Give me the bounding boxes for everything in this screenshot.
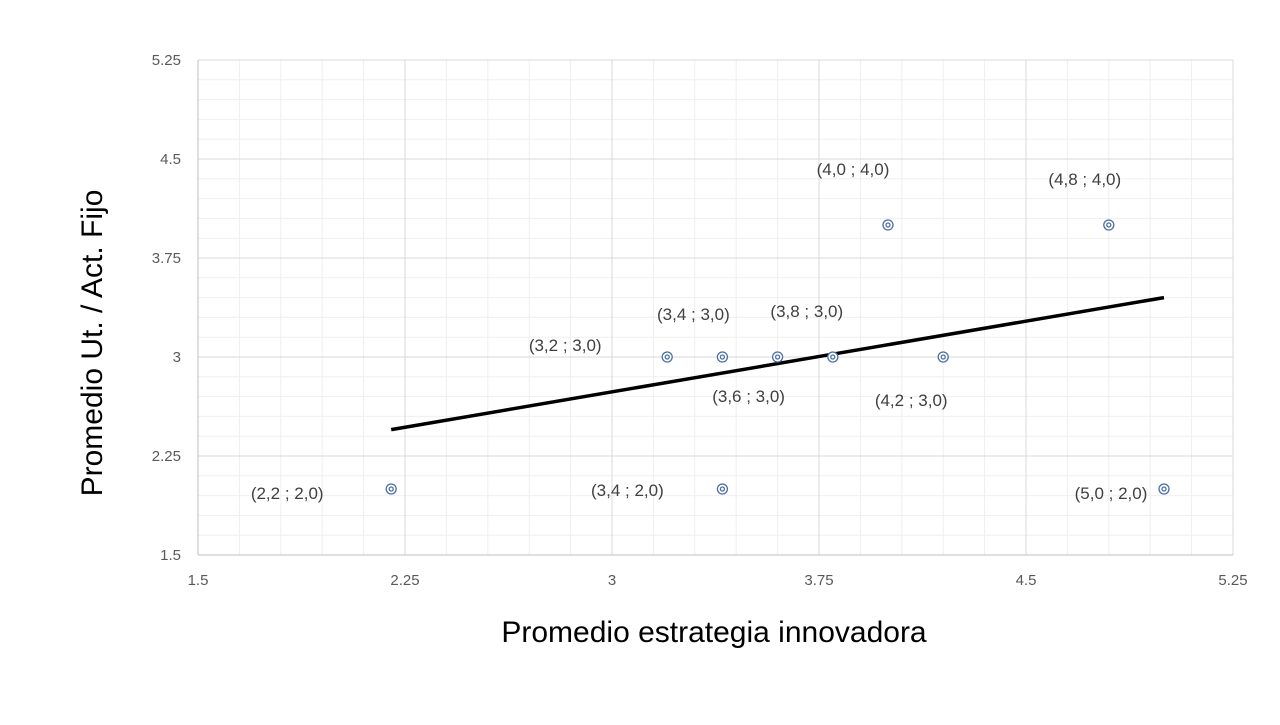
trendline-group <box>390 295 1165 432</box>
data-points <box>385 219 1170 495</box>
x-axis-title: Promedio estrategia innovadora <box>501 616 927 649</box>
data-label: (4,2 ; 3,0) <box>875 391 948 410</box>
data-label: (3,8 ; 3,0) <box>770 302 843 321</box>
y-tick-label: 5.25 <box>152 52 181 69</box>
axes: 1.5 2.25 3 3.75 4.5 5.25 1.5 2.25 3 3.75 4.5 5.25 <box>152 52 1248 589</box>
y-tick-label: 4.5 <box>160 151 181 168</box>
data-point-inner <box>719 354 726 360</box>
data-point-inner <box>1161 486 1167 492</box>
data-label: (5,0 ; 2,0) <box>1075 484 1148 503</box>
data-point-inner <box>885 222 891 228</box>
data-label: (3,4 ; 2,0) <box>591 481 664 500</box>
y-tick-label: 3.75 <box>152 250 181 267</box>
data-point-inner <box>940 354 946 360</box>
data-label: (2,2 ; 2,0) <box>251 484 324 503</box>
data-label: (4,8 ; 4,0) <box>1048 170 1121 189</box>
trendline <box>390 295 1165 432</box>
data-label: (4,0 ; 4,0) <box>817 160 890 179</box>
data-point-inner <box>388 486 394 492</box>
x-tick-label: 2.25 <box>390 572 419 589</box>
data-point-inner <box>719 486 726 492</box>
data-label: (3,4 ; 3,0) <box>657 305 730 324</box>
data-label: (3,6 ; 3,0) <box>712 387 785 406</box>
data-point-inner <box>664 354 670 360</box>
data-point-inner <box>1106 222 1112 228</box>
data-label: (3,2 ; 3,0) <box>529 336 602 355</box>
x-tick-label: 4.5 <box>1016 572 1037 589</box>
x-tick-label: 5.25 <box>1218 572 1247 589</box>
x-tick-label: 3.75 <box>804 572 833 589</box>
data-point-inner <box>774 354 781 360</box>
grid <box>197 59 1234 556</box>
x-tick-label: 3 <box>608 572 616 589</box>
y-tick-label: 2.25 <box>152 448 181 465</box>
x-tick-label: 1.5 <box>188 572 209 589</box>
data-point-inner <box>830 354 836 360</box>
data-labels: (2,2 ; 2,0) (3,2 ; 3,0) (3,4 ; 3,0) (3,4 ; … <box>251 160 1148 503</box>
y-tick-label: 1.5 <box>160 547 181 564</box>
y-axis-title: Promedio Ut. / Act. Fijo <box>76 190 109 497</box>
y-tick-label: 3 <box>173 349 181 366</box>
